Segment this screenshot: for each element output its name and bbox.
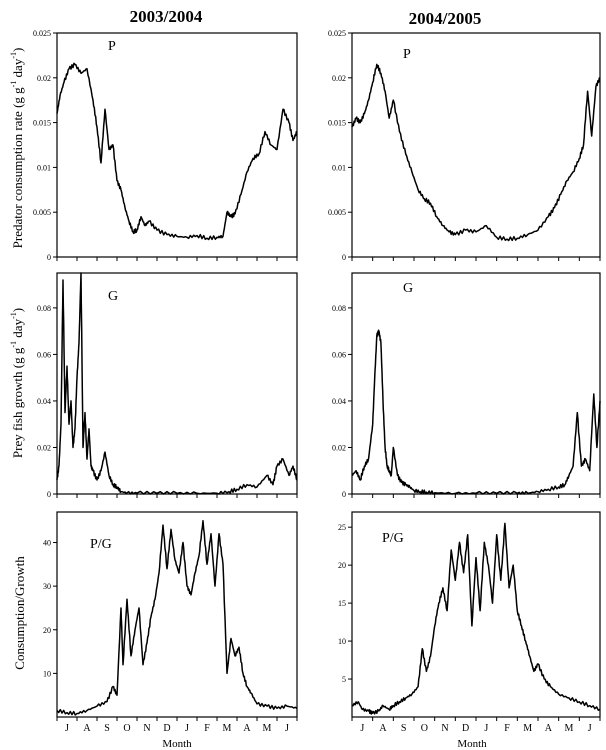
x-tick-label: S xyxy=(401,723,407,734)
x-tick-label: J xyxy=(285,723,289,734)
y-tick-label: 0.04 xyxy=(332,397,346,406)
ylabel-prey-growth: Prey fish growth (g g-1 day-1) xyxy=(9,308,25,458)
y-tick-label: 0.025 xyxy=(33,29,51,38)
right-column-title: 2004/2005 xyxy=(409,9,482,28)
x-tick-label: J xyxy=(484,723,488,734)
plot-frame xyxy=(351,32,601,258)
y-tick-label: 10 xyxy=(338,637,346,646)
series-line-pg_2003 xyxy=(56,519,298,716)
x-tick-label: J xyxy=(588,723,592,734)
series-line-g_2004 xyxy=(351,329,601,495)
x-tick-label: F xyxy=(504,723,510,734)
y-tick-label: 0.01 xyxy=(37,163,51,172)
chart-p_2003: 0 0.005 0.01 0.015 0.02 0.025 P xyxy=(33,29,298,262)
xlabel-left: Month xyxy=(162,738,192,750)
series-line-p_2003 xyxy=(56,62,298,241)
x-tick-label: A xyxy=(545,723,553,734)
series-line-g_2003 xyxy=(56,272,298,495)
x-tick-label: J xyxy=(360,723,364,734)
chart-g_2004: 0 0.02 0.04 0.06 0.08 G xyxy=(332,272,601,499)
left-column-title: 2003/2004 xyxy=(130,7,203,26)
chart-p_2004: 0 0.005 0.01 0.015 0.02 0.025 P xyxy=(328,29,601,262)
y-tick-label: 40 xyxy=(43,539,51,548)
ylabel-consumption-rate: Predator consumption rate (g g-1 day-1) xyxy=(9,48,25,249)
y-tick-label: 0.02 xyxy=(37,74,51,83)
x-tick-label: D xyxy=(462,723,469,734)
x-tick-label: A xyxy=(83,723,91,734)
x-tick-label: J xyxy=(65,723,69,734)
plot-frame xyxy=(351,272,601,495)
panel-label: P/G xyxy=(382,531,404,546)
y-tick-label: 0 xyxy=(342,253,346,262)
x-tick-label: M xyxy=(565,723,574,734)
y-tick-label: 0.015 xyxy=(33,119,51,128)
y-tick-label: 0 xyxy=(342,490,346,499)
chart-g_2003: 0 0.02 0.04 0.06 0.08 G xyxy=(37,272,298,499)
x-tick-label: N xyxy=(143,723,150,734)
x-tick-label: O xyxy=(421,723,428,734)
panel-label: G xyxy=(108,289,118,304)
x-tick-label: O xyxy=(123,723,130,734)
series-line-pg_2004 xyxy=(351,522,601,715)
y-tick-label: 0.015 xyxy=(328,119,346,128)
y-tick-label: 0.01 xyxy=(332,163,346,172)
ylabel-consumption-growth: Consumption/Growth xyxy=(12,556,27,670)
y-tick-label: 0 xyxy=(47,253,51,262)
y-tick-label: 5 xyxy=(342,675,346,684)
y-tick-label: 0.005 xyxy=(328,208,346,217)
y-tick-label: 25 xyxy=(338,523,346,532)
y-tick-label: 20 xyxy=(338,561,346,570)
y-tick-label: 20 xyxy=(43,626,51,635)
y-tick-label: 10 xyxy=(43,669,51,678)
series-line-p_2004 xyxy=(351,63,601,242)
x-tick-label: J xyxy=(185,723,189,734)
x-tick-label: M xyxy=(523,723,532,734)
y-tick-label: 0.005 xyxy=(33,208,51,217)
y-tick-label: 15 xyxy=(338,599,346,608)
y-tick-label: 0.025 xyxy=(328,29,346,38)
y-tick-label: 30 xyxy=(43,582,51,591)
x-tick-label: F xyxy=(204,723,210,734)
x-tick-label: S xyxy=(104,723,110,734)
x-tick-label: M xyxy=(223,723,232,734)
x-tick-label: A xyxy=(379,723,387,734)
chart-pg_2004: 5 10 15 20 25 J A S O N D J F M A M J P/G xyxy=(338,511,601,734)
panel-label: G xyxy=(403,281,413,296)
panel-label: P/G xyxy=(90,537,112,552)
x-tick-label: A xyxy=(243,723,251,734)
xlabel-right: Month xyxy=(457,738,487,750)
y-tick-label: 0.06 xyxy=(37,350,51,359)
x-tick-label: N xyxy=(441,723,448,734)
panel-label: P xyxy=(403,47,411,62)
panels: 00.0050.010.0150.020.025P00.0050.010.015… xyxy=(33,29,601,734)
panel-label: P xyxy=(108,39,116,54)
y-tick-label: 0.02 xyxy=(37,443,51,452)
y-tick-label: 0.08 xyxy=(37,304,51,313)
x-tick-label: M xyxy=(263,723,272,734)
y-tick-label: 0.04 xyxy=(37,397,51,406)
y-tick-label: 0.06 xyxy=(332,350,346,359)
x-tick-label: D xyxy=(163,723,170,734)
y-tick-label: 0.02 xyxy=(332,74,346,83)
y-tick-label: 0.02 xyxy=(332,443,346,452)
y-tick-label: 0.08 xyxy=(332,304,346,313)
plot-frame xyxy=(56,272,298,495)
y-tick-label: 0 xyxy=(47,490,51,499)
